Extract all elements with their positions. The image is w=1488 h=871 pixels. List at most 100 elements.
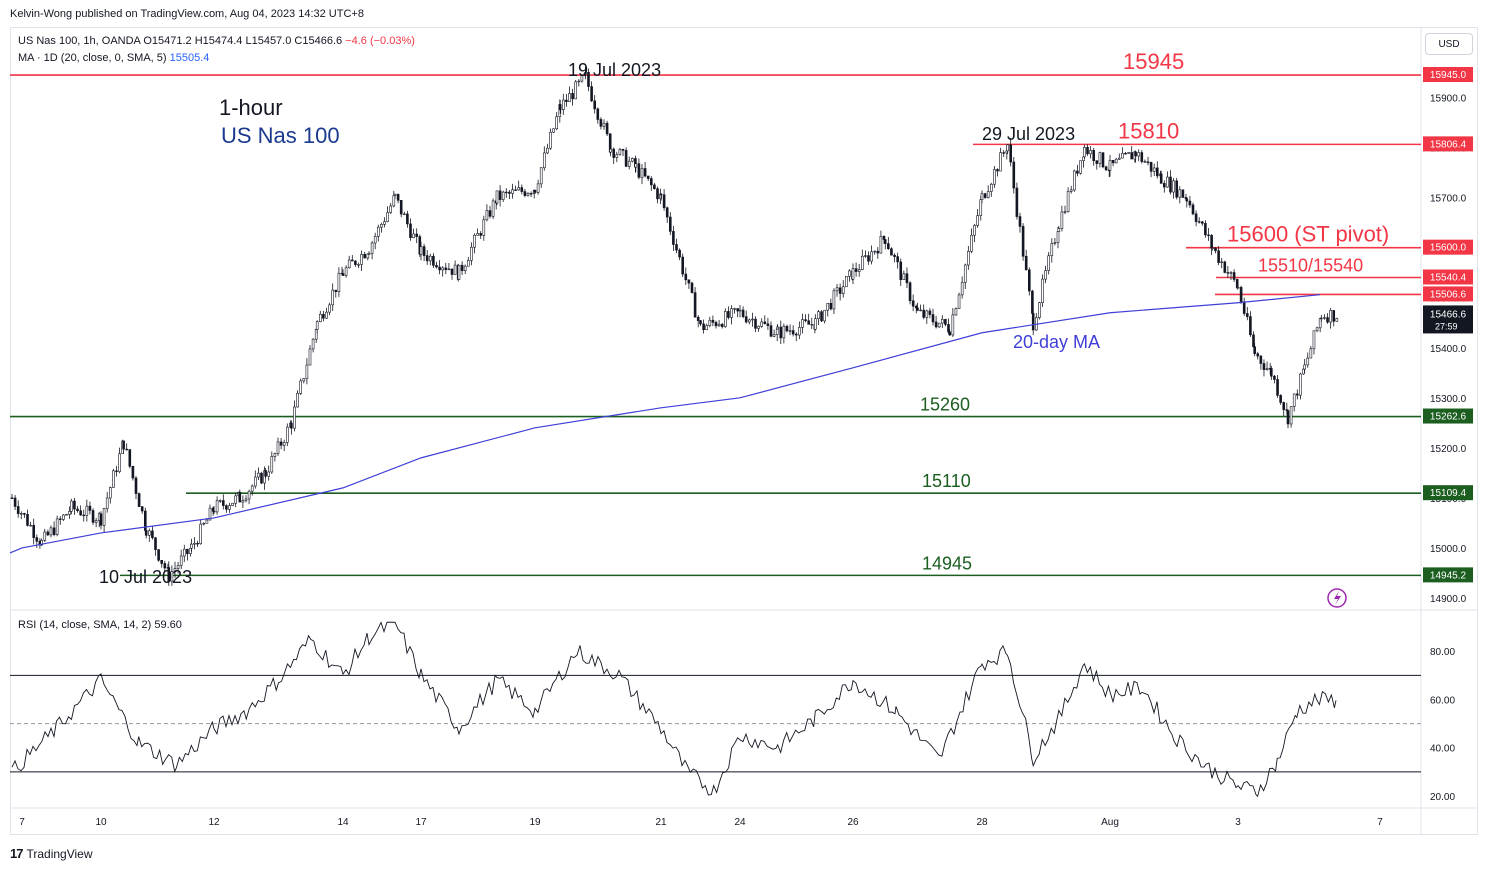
- candle-body: [779, 326, 783, 339]
- candle-body: [605, 122, 609, 135]
- candle-body: [760, 321, 764, 327]
- candle-body: [723, 311, 727, 327]
- candle-body: [1232, 272, 1236, 280]
- time-tick-label: 17: [415, 817, 427, 828]
- level-axis-badge: [1423, 286, 1473, 302]
- candle-body: [163, 563, 167, 569]
- candle-body: [711, 319, 715, 323]
- candle-body: [763, 321, 767, 325]
- level-label: 15510/15540: [1258, 255, 1363, 275]
- candle-body: [621, 149, 625, 151]
- candle-body: [593, 100, 597, 110]
- candle-body: [264, 470, 267, 477]
- candle-body: [996, 169, 999, 172]
- ma-legend[interactable]: MA · 1D (20, close, 0, SMA, 5) 15505.4: [18, 52, 209, 64]
- candle-body: [820, 311, 823, 322]
- candle-body: [40, 540, 43, 546]
- candle-body: [350, 259, 354, 262]
- candle-body: [1320, 317, 1323, 320]
- candle-body: [1191, 204, 1195, 215]
- candle-body: [1332, 310, 1336, 322]
- candle-body: [536, 183, 540, 193]
- candle-body: [360, 254, 363, 265]
- candle-body: [736, 308, 740, 312]
- candle-body: [1108, 159, 1112, 171]
- candle-body: [798, 327, 801, 336]
- candle-body: [16, 506, 20, 514]
- candle-body: [438, 266, 441, 271]
- candle-body: [412, 233, 415, 238]
- candle-body: [775, 328, 779, 335]
- candle-body: [1056, 231, 1060, 243]
- candle-body: [963, 264, 967, 283]
- footer-brand: 17 TradingView: [10, 846, 93, 861]
- rsi-tick-label: 20.00: [1430, 792, 1455, 803]
- candle-body: [193, 542, 196, 545]
- candle-body: [82, 514, 86, 517]
- candle-body: [380, 224, 383, 228]
- candle-body: [1012, 161, 1016, 189]
- candle-body: [1249, 316, 1252, 336]
- time-tick-label: 7: [19, 817, 25, 828]
- candle-body: [140, 506, 144, 512]
- candle-body: [882, 235, 886, 240]
- candle-body: [1146, 161, 1150, 163]
- candle-body: [980, 193, 984, 200]
- candle-body: [937, 322, 941, 328]
- candle-body: [1050, 243, 1054, 257]
- candle-body: [908, 282, 912, 302]
- candle-body: [890, 248, 893, 256]
- candle-body: [102, 508, 106, 526]
- candle-body: [1194, 213, 1198, 222]
- candle-body: [696, 316, 700, 321]
- level-label: 15260: [920, 395, 970, 415]
- candle-body: [835, 287, 839, 292]
- candle-body: [1066, 191, 1070, 212]
- candle-body: [402, 213, 406, 216]
- candle-body: [1101, 152, 1105, 168]
- currency-button[interactable]: USD: [1425, 33, 1473, 55]
- candle-body: [643, 168, 647, 177]
- rsi-line: [11, 621, 1337, 798]
- published-by: Kelvin-Wong published on TradingView.com…: [10, 8, 364, 20]
- level-label: 15945: [1123, 49, 1184, 74]
- candle-body: [32, 524, 36, 538]
- candle-body: [1149, 161, 1153, 172]
- candle-body: [373, 236, 377, 244]
- price-tick-label: 15300.0: [1430, 394, 1467, 405]
- candle-body: [501, 191, 505, 200]
- candle-body: [577, 80, 581, 83]
- level-axis-badge: [1423, 408, 1473, 424]
- candle-body: [1124, 152, 1127, 155]
- candle-body: [782, 325, 786, 339]
- candle-body: [744, 316, 748, 323]
- candle-body: [49, 527, 53, 536]
- candle-body: [1114, 158, 1118, 164]
- candle-body: [409, 223, 412, 238]
- candle-body: [814, 318, 817, 330]
- candle-body: [928, 310, 932, 315]
- price-tick-label: 15900.0: [1430, 94, 1467, 105]
- candle-body: [552, 128, 555, 133]
- time-tick-label: 21: [655, 817, 667, 828]
- candle-body: [167, 567, 171, 582]
- candle-body: [247, 490, 251, 500]
- candle-body: [640, 168, 644, 178]
- level-label: 14945: [922, 553, 972, 573]
- candle-body: [1098, 152, 1102, 164]
- candle-body: [160, 559, 163, 564]
- candle-body: [1104, 166, 1108, 171]
- candle-body: [215, 500, 219, 513]
- candle-body: [73, 500, 76, 510]
- symbol-legend[interactable]: US Nas 100, 1h, OANDA O15471.2 H15474.4 …: [18, 35, 415, 47]
- candle-body: [960, 282, 964, 296]
- candle-body: [504, 191, 508, 194]
- candle-body: [947, 324, 950, 333]
- candle-body: [282, 442, 286, 446]
- candle-body: [1140, 152, 1144, 162]
- candle-body: [254, 476, 257, 487]
- candle-body: [555, 116, 559, 130]
- rsi-legend[interactable]: RSI (14, close, SMA, 14, 2) 59.60: [18, 619, 182, 631]
- candle-body: [208, 507, 212, 521]
